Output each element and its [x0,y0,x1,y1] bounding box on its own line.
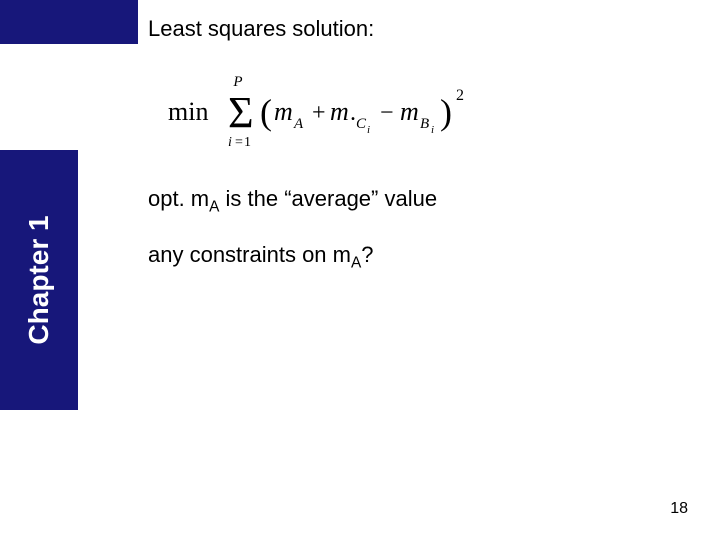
sub-Ci: i [367,124,370,136]
sigma-symbol: Σ [228,88,254,137]
line2-sub: A [351,255,361,272]
slide-title: Least squares solution: [148,16,688,42]
line-constraints: any constraints on mA? [148,242,688,272]
sub-Bi: i [431,124,434,136]
line2-pre: any constraints on m [148,242,351,267]
sum-lower-1: 1 [244,135,251,150]
content-area: Least squares solution: min Σ P i = 1 ( … [148,16,688,299]
sub-A: A [293,116,304,132]
sum-upper: P [232,74,242,90]
formula: min Σ P i = 1 ( m A + m . C i − [168,72,528,152]
line1-sub: A [209,198,219,215]
sum-lower-i: i [228,135,232,150]
minus: − [380,100,394,126]
chapter-label: Chapter 1 [23,215,55,344]
plus: + [312,100,326,126]
m2: m [330,97,349,126]
top-accent-block [0,0,138,44]
line2-post: ? [361,242,373,267]
slide: Chapter 1 Least squares solution: min Σ … [0,0,720,540]
line-opt: opt. mA is the “average” value [148,186,688,216]
lparen: ( [260,92,272,132]
m1: m [274,97,293,126]
sub-B: B [420,116,429,132]
sum-lower-eq: = [235,135,243,150]
m3: m [400,97,419,126]
exp-2: 2 [456,87,464,104]
page-number: 18 [670,500,688,518]
line1-post: is the “average” value [219,186,437,211]
sidebar-accent-block: Chapter 1 [0,150,78,410]
line1-pre: opt. m [148,186,209,211]
sub-C: C [356,116,367,132]
rparen: ) [440,92,452,132]
formula-min: min [168,97,208,126]
